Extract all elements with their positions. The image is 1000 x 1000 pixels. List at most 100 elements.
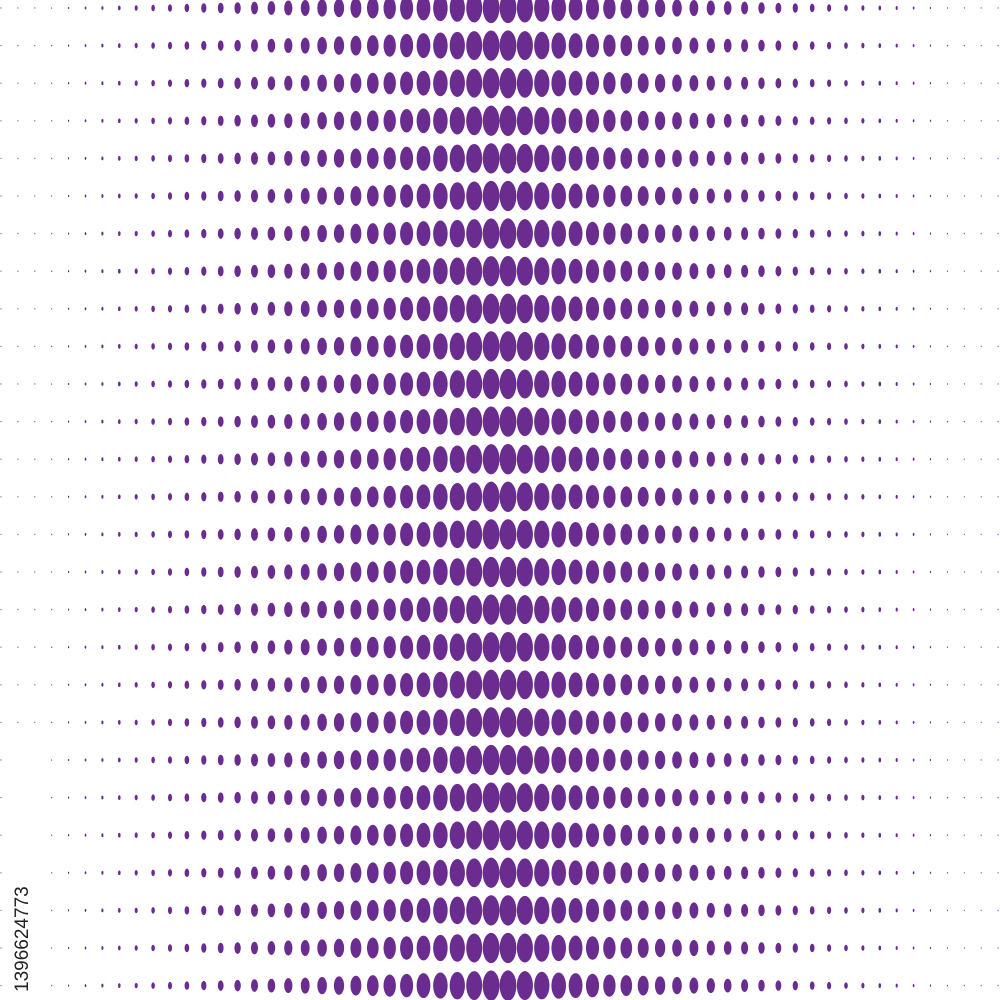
halftone-dot xyxy=(723,790,732,805)
halftone-dot xyxy=(741,264,749,278)
halftone-dot xyxy=(551,483,566,510)
halftone-dot xyxy=(433,634,448,661)
halftone-dot xyxy=(929,270,932,273)
halftone-dot xyxy=(585,0,600,20)
halftone-dot xyxy=(234,378,241,390)
halftone-dot xyxy=(603,485,616,508)
halftone-dot xyxy=(929,834,932,837)
halftone-dot xyxy=(637,862,649,883)
halftone-dot xyxy=(267,1,276,15)
halftone-dot xyxy=(0,571,2,573)
halftone-dot xyxy=(333,449,345,469)
halftone-dot xyxy=(672,600,682,619)
halftone-dot xyxy=(706,338,715,354)
halftone-dot xyxy=(67,119,70,122)
halftone-dot xyxy=(167,117,173,125)
halftone-dot xyxy=(67,458,70,461)
halftone-dot xyxy=(516,933,533,963)
halftone-dot xyxy=(534,746,550,774)
halftone-dot xyxy=(878,344,882,349)
halftone-dot xyxy=(672,412,682,431)
halftone-dot xyxy=(878,456,882,462)
halftone-dot xyxy=(551,521,566,548)
halftone-dot xyxy=(51,759,53,761)
halftone-dot xyxy=(827,455,832,463)
halftone-dot xyxy=(482,256,500,287)
halftone-dot xyxy=(234,867,241,879)
halftone-dot xyxy=(251,904,258,917)
halftone-dot xyxy=(551,258,566,285)
halftone-dot xyxy=(551,558,566,586)
halftone-dot xyxy=(603,335,616,358)
halftone-dot xyxy=(689,526,699,543)
halftone-dot xyxy=(861,230,865,237)
halftone-dot xyxy=(637,674,649,695)
halftone-dot xyxy=(568,371,583,397)
halftone-dot xyxy=(551,370,566,398)
halftone-dot xyxy=(637,825,649,846)
halftone-dot xyxy=(51,646,53,649)
halftone-dot xyxy=(706,226,715,242)
halftone-dot xyxy=(416,785,431,811)
halftone-dot xyxy=(284,188,293,204)
halftone-dot xyxy=(516,858,533,888)
halftone-dot xyxy=(400,522,414,547)
halftone-dot xyxy=(383,936,396,960)
halftone-dot xyxy=(551,220,566,247)
halftone-dot xyxy=(17,270,19,272)
halftone-dot xyxy=(689,789,699,806)
halftone-dot xyxy=(234,566,241,578)
halftone-dot xyxy=(300,526,310,543)
halftone-dot xyxy=(551,822,566,849)
halftone-dot xyxy=(350,449,362,470)
halftone-dot xyxy=(118,306,121,312)
halftone-dot xyxy=(585,823,600,847)
halftone-dot xyxy=(499,68,517,99)
halftone-dot xyxy=(723,264,732,279)
halftone-dot xyxy=(317,300,327,318)
halftone-dot xyxy=(433,370,448,398)
halftone-dot xyxy=(861,982,865,989)
halftone-dot xyxy=(637,411,649,432)
halftone-dot xyxy=(963,420,965,423)
halftone-dot xyxy=(654,976,666,995)
halftone-dot xyxy=(84,796,87,800)
halftone-dot xyxy=(167,944,173,952)
halftone-dot xyxy=(844,4,848,12)
halftone-dot xyxy=(741,340,749,353)
halftone-dot xyxy=(217,867,224,879)
halftone-dot xyxy=(844,79,848,87)
halftone-dot xyxy=(350,411,362,432)
halftone-dot xyxy=(568,709,583,735)
halftone-dot xyxy=(792,567,798,577)
halftone-dot xyxy=(300,977,310,994)
halftone-dot xyxy=(118,569,121,575)
halftone-dot xyxy=(267,489,276,504)
halftone-dot xyxy=(317,901,327,920)
halftone-dot xyxy=(620,599,633,621)
halftone-dot xyxy=(534,971,550,1000)
halftone-dot xyxy=(201,492,207,502)
halftone-dot xyxy=(284,113,293,129)
halftone-dot xyxy=(741,39,749,52)
halftone-dot xyxy=(184,417,190,426)
halftone-dot xyxy=(284,714,293,730)
halftone-dot xyxy=(534,69,550,97)
halftone-dot xyxy=(51,984,53,987)
halftone-dot xyxy=(0,82,2,84)
halftone-dot xyxy=(383,372,396,396)
halftone-dot xyxy=(333,788,345,807)
halftone-dot xyxy=(400,823,414,847)
halftone-dot xyxy=(118,193,121,199)
halftone-dot xyxy=(499,105,517,136)
halftone-dot xyxy=(366,373,379,395)
halftone-dot xyxy=(300,112,310,129)
halftone-dot xyxy=(17,120,19,122)
halftone-dot xyxy=(366,0,379,19)
halftone-dot xyxy=(792,40,798,51)
halftone-dot xyxy=(234,453,241,465)
halftone-dot xyxy=(895,946,898,950)
halftone-dot xyxy=(654,412,666,431)
halftone-dot xyxy=(67,420,70,423)
halftone-dot xyxy=(809,154,815,163)
